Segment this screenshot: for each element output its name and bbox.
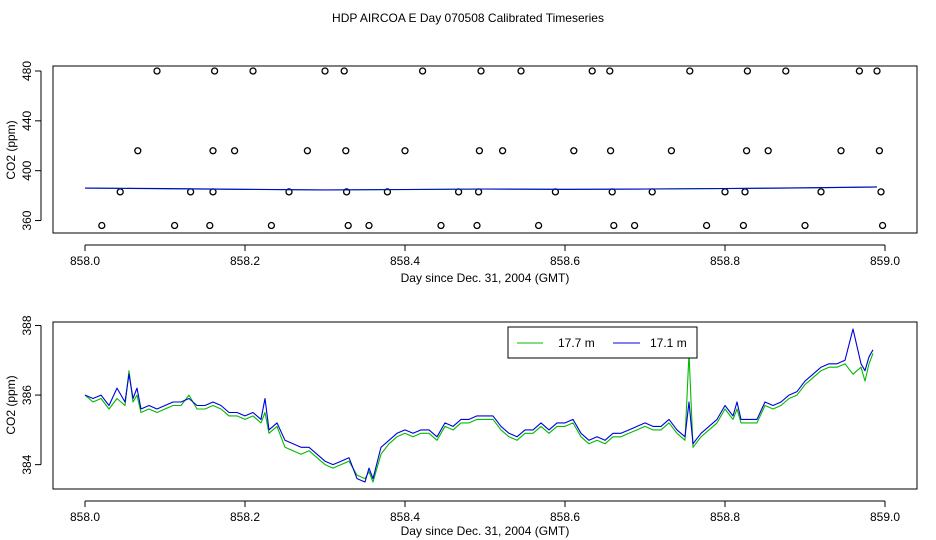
data-point	[321, 67, 329, 75]
bottom-panel: 858.0 858.2 858.4 858.6 858.8 859.0384386388 …	[4, 315, 918, 538]
data-point	[340, 67, 348, 75]
series-line-17-1-m	[84, 328, 874, 483]
data-point	[875, 147, 884, 155]
top-series-layer	[84, 67, 887, 230]
series-line-17-7-m	[84, 352, 874, 483]
series-line-17-1-m	[84, 186, 878, 191]
data-point	[741, 188, 749, 196]
y-tick-label: 386	[20, 385, 34, 405]
data-point	[739, 221, 748, 230]
top-plot-frame	[52, 65, 918, 234]
data-point	[606, 147, 615, 155]
bottom-axes-layer: 858.0 858.2 858.4 858.6 858.8 859.0 384 386 388	[20, 315, 900, 524]
data-point	[498, 147, 507, 155]
data-point	[782, 67, 790, 75]
data-point	[401, 147, 409, 155]
data-point	[648, 188, 656, 196]
data-point	[517, 67, 525, 75]
data-point	[209, 147, 217, 155]
data-point	[606, 67, 614, 75]
data-point	[344, 221, 352, 230]
data-point	[170, 221, 179, 230]
data-point	[249, 67, 257, 75]
data-point	[474, 188, 483, 196]
data-point	[570, 147, 578, 155]
data-point	[588, 67, 596, 75]
y-tick-label: 388	[20, 315, 34, 335]
x-tick-label: 859.0	[870, 254, 900, 268]
bottom-series-layer	[84, 328, 874, 483]
data-point	[855, 67, 864, 75]
x-tick-label: 858.6	[550, 254, 580, 268]
x-tick-label: 858.4	[390, 254, 420, 268]
bottom-y-axis-label: CO2 (ppm)	[4, 375, 18, 434]
top-axes-layer: 858.0 858.2 858.4 858.6 858.8 859.0 360 400 440 4…	[20, 61, 900, 268]
legend-label-17-7m: 17.7 m	[558, 336, 595, 350]
data-point	[134, 147, 142, 155]
y-tick-label: 480	[20, 61, 34, 81]
legend: 17.7 m 17.1 m	[507, 326, 698, 359]
x-tick-label: 858.2	[230, 254, 260, 268]
data-point	[475, 147, 484, 155]
data-point	[210, 67, 219, 75]
data-point	[667, 147, 676, 155]
data-point	[437, 221, 445, 230]
data-point	[477, 67, 485, 75]
y-tick-label: 400	[20, 160, 34, 180]
data-point	[837, 147, 845, 155]
data-point	[630, 221, 639, 230]
data-point	[342, 147, 350, 155]
x-tick-label: 858.8	[710, 510, 740, 524]
top-panel: 858.0 858.2 858.4 858.6 858.8 859.0 360 400 440 4…	[4, 61, 918, 285]
figure-title: HDP AIRCOA E Day 070508 Calibrated Times…	[332, 11, 604, 25]
legend-label-17-1m: 17.1 m	[650, 336, 687, 350]
y-tick-label: 384	[20, 454, 34, 474]
data-point	[365, 221, 373, 230]
x-tick-label: 858.0	[70, 510, 100, 524]
y-tick-label: 360	[20, 210, 34, 230]
data-point	[209, 188, 217, 196]
data-point	[764, 147, 772, 155]
data-point	[817, 188, 825, 196]
bottom-x-axis-label: Day since Dec. 31, 2004 (GMT)	[401, 524, 570, 538]
data-point	[534, 221, 543, 230]
x-tick-label: 858.0	[70, 254, 100, 268]
top-x-axis-label: Day since Dec. 31, 2004 (GMT)	[401, 271, 570, 285]
bottom-plot-frame	[52, 321, 918, 490]
data-point	[702, 221, 711, 230]
x-tick-label: 858.2	[230, 510, 260, 524]
data-point	[342, 188, 351, 196]
x-tick-label: 858.8	[710, 254, 740, 268]
data-point	[98, 221, 106, 230]
x-tick-label: 858.4	[390, 510, 420, 524]
data-point	[877, 188, 885, 196]
x-tick-label: 859.0	[870, 510, 900, 524]
data-point	[383, 188, 392, 196]
data-point	[303, 147, 312, 155]
data-point	[742, 147, 751, 155]
data-point	[610, 221, 618, 230]
data-point	[186, 188, 195, 196]
data-point	[743, 67, 752, 75]
data-point	[873, 67, 881, 75]
data-point	[153, 67, 161, 75]
data-point	[801, 221, 809, 230]
data-point	[878, 221, 887, 230]
data-point	[116, 188, 124, 196]
y-tick-label: 440	[20, 111, 34, 131]
top-y-axis-label: CO2 (ppm)	[4, 120, 18, 179]
data-point	[473, 221, 481, 230]
data-point	[230, 147, 239, 155]
data-point	[206, 221, 214, 230]
data-point	[721, 188, 729, 196]
data-point	[686, 67, 694, 75]
data-point	[267, 221, 276, 230]
data-point	[418, 67, 427, 75]
data-point	[285, 188, 293, 196]
x-tick-label: 858.6	[550, 510, 580, 524]
